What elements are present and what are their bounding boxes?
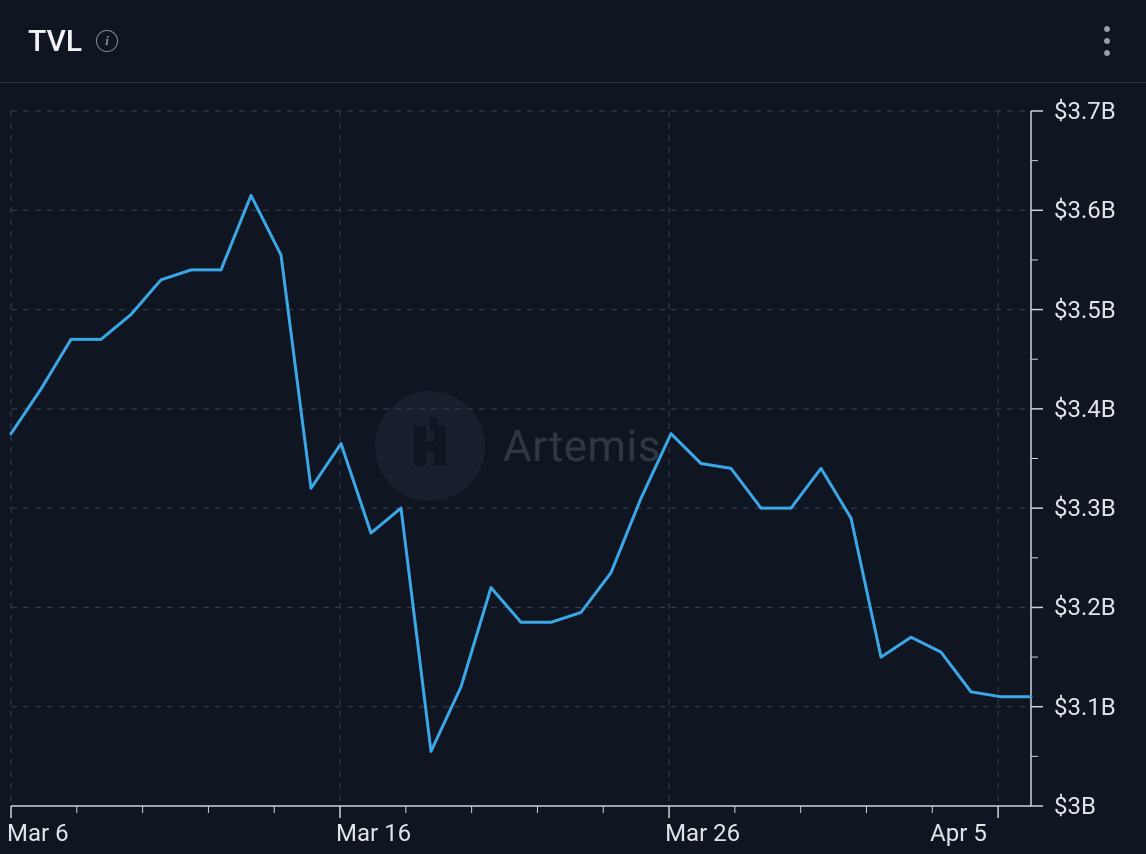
y-axis-label: $3.1B [1054, 693, 1116, 721]
title-wrap: TVL i [28, 24, 118, 59]
y-axis-label: $3.3B [1054, 494, 1116, 522]
y-axis-label: $3.5B [1054, 296, 1116, 324]
y-axis-label: $3.4B [1054, 395, 1116, 423]
x-axis-label: Mar 6 [7, 819, 69, 847]
chart-title: TVL [28, 24, 82, 59]
more-options-button[interactable] [1096, 18, 1118, 64]
x-axis-label: Mar 26 [665, 819, 740, 847]
y-axis-label: $3B [1054, 792, 1096, 820]
y-axis-label: $3.7B [1054, 97, 1116, 125]
y-axis-label: $3.6B [1054, 196, 1116, 224]
x-axis-label: Mar 16 [336, 819, 411, 847]
info-icon[interactable]: i [96, 30, 118, 52]
x-axis-label: Apr 5 [930, 819, 987, 847]
chart-area: Artemis $3B$3.1B$3.2B$3.3B$3.4B$3.5B$3.6… [0, 83, 1146, 854]
line-chart [0, 83, 1146, 854]
chart-header: TVL i [0, 0, 1146, 83]
y-axis-label: $3.2B [1054, 593, 1116, 621]
